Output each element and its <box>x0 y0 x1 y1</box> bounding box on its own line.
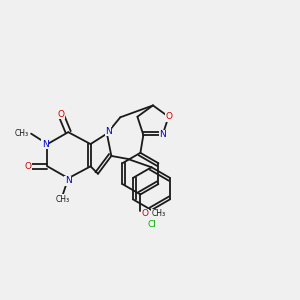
Text: Cl: Cl <box>147 220 156 230</box>
Text: CH₃: CH₃ <box>15 129 29 138</box>
Text: N: N <box>65 176 72 185</box>
Text: O: O <box>165 112 172 121</box>
Text: N: N <box>105 127 112 136</box>
Text: CH₃: CH₃ <box>55 194 69 203</box>
Text: O: O <box>57 110 64 119</box>
Text: N: N <box>42 140 49 148</box>
Text: CH₃: CH₃ <box>152 209 166 218</box>
Text: N: N <box>159 130 166 140</box>
Text: O: O <box>25 162 32 171</box>
Text: O: O <box>142 209 149 218</box>
